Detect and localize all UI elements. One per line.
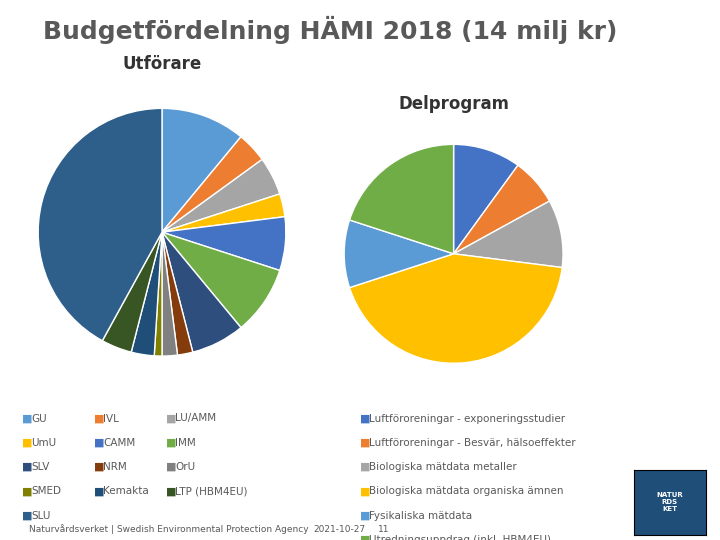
Wedge shape [349, 254, 562, 363]
Text: IMM: IMM [175, 438, 196, 448]
Text: SLV: SLV [31, 462, 50, 472]
Wedge shape [102, 232, 162, 352]
Text: UmU: UmU [31, 438, 56, 448]
Text: Biologiska mätdata organiska ämnen: Biologiska mätdata organiska ämnen [369, 487, 564, 496]
Text: LTP (HBM4EU): LTP (HBM4EU) [175, 487, 248, 496]
Text: Biologiska mätdata metaller: Biologiska mätdata metaller [369, 462, 517, 472]
Text: Naturvårdsverket | Swedish Environmental Protection Agency: Naturvårdsverket | Swedish Environmental… [29, 524, 308, 534]
Text: LU/AMM: LU/AMM [175, 414, 216, 423]
Text: ■: ■ [360, 535, 371, 540]
Text: Fysikaliska mätdata: Fysikaliska mätdata [369, 511, 472, 521]
Wedge shape [162, 232, 193, 355]
Text: NATUR
RDS
KET: NATUR RDS KET [656, 492, 683, 512]
Wedge shape [131, 232, 162, 356]
Text: 2021-10-27: 2021-10-27 [313, 524, 365, 534]
Text: SMED: SMED [31, 487, 61, 496]
Text: Utredningsuppdrag (inkl. HBM4EU): Utredningsuppdrag (inkl. HBM4EU) [369, 535, 552, 540]
Text: ■: ■ [22, 487, 32, 496]
Wedge shape [454, 201, 563, 267]
Text: ■: ■ [94, 414, 104, 423]
Wedge shape [154, 232, 162, 356]
Title: Utförare: Utförare [122, 55, 202, 73]
Wedge shape [162, 217, 286, 271]
Wedge shape [162, 137, 262, 232]
Text: ■: ■ [166, 438, 176, 448]
Text: ■: ■ [166, 414, 176, 423]
Text: SLU: SLU [31, 511, 50, 521]
Text: ■: ■ [94, 462, 104, 472]
Wedge shape [162, 232, 280, 328]
Text: ■: ■ [360, 438, 371, 448]
Wedge shape [162, 109, 241, 232]
Wedge shape [349, 144, 454, 254]
Text: ■: ■ [360, 511, 371, 521]
Title: Delprogram: Delprogram [398, 94, 509, 113]
Text: ■: ■ [94, 487, 104, 496]
Text: ■: ■ [166, 462, 176, 472]
Text: Kemakta: Kemakta [103, 487, 149, 496]
Wedge shape [344, 220, 454, 288]
Wedge shape [162, 194, 285, 232]
Wedge shape [38, 109, 162, 341]
Text: ■: ■ [22, 511, 32, 521]
Text: ■: ■ [22, 438, 32, 448]
Text: ■: ■ [360, 462, 371, 472]
Wedge shape [162, 232, 241, 352]
Text: CAMM: CAMM [103, 438, 135, 448]
Text: GU: GU [31, 414, 47, 423]
Text: ■: ■ [22, 414, 32, 423]
Text: ■: ■ [94, 438, 104, 448]
Text: IVL: IVL [103, 414, 119, 423]
Text: Budgetfördelning HÄMI 2018 (14 milj kr): Budgetfördelning HÄMI 2018 (14 milj kr) [43, 16, 618, 44]
Text: Luftföroreningar - exponeringsstudier: Luftföroreningar - exponeringsstudier [369, 414, 565, 423]
Text: ■: ■ [166, 487, 176, 496]
Text: ■: ■ [360, 414, 371, 423]
Text: NRM: NRM [103, 462, 127, 472]
Text: 11: 11 [378, 524, 390, 534]
Wedge shape [454, 144, 518, 254]
Wedge shape [454, 165, 549, 254]
Wedge shape [162, 159, 280, 232]
Text: ■: ■ [22, 462, 32, 472]
Text: Luftföroreningar - Besvär, hälsoeffekter: Luftföroreningar - Besvär, hälsoeffekter [369, 438, 576, 448]
Text: OrU: OrU [175, 462, 195, 472]
Wedge shape [162, 232, 178, 356]
Text: ■: ■ [360, 487, 371, 496]
